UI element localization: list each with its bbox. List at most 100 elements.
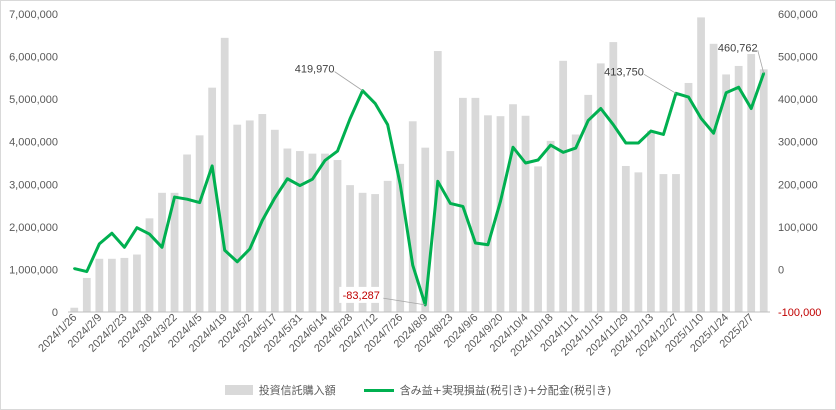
bar [120,257,129,312]
bar [107,258,116,312]
bar [647,130,655,312]
bar [521,115,530,312]
line-point [248,247,251,251]
line-point [549,143,552,147]
line-point [436,180,439,183]
bar [358,192,367,312]
line-point [574,146,577,150]
legend-label-bars: 投資信託購入額 [258,384,336,397]
bar [183,154,191,312]
bar [170,192,179,312]
bar [596,63,605,312]
bar [484,115,492,312]
line-point [123,246,126,249]
bar [258,114,267,312]
line-point [687,95,690,99]
bar [383,180,392,312]
line-point [662,133,665,136]
y-left-tick-label: 6,000,000 [9,52,58,64]
annotation-leader [334,71,363,91]
bar [346,185,354,312]
line-point [486,243,490,246]
legend-item-line: 含み益+実現損益(税引き)+分配金(税引き) [363,382,611,398]
line-point [599,107,602,110]
bar [408,121,417,312]
bar [684,82,693,312]
bar [559,60,568,312]
y-right-tick-label: 0 [778,264,784,276]
bar [734,65,743,312]
bar [634,172,643,312]
line-point [524,161,527,165]
line-point [198,201,201,204]
line-point [98,242,101,246]
legend-swatch-line [363,388,394,392]
line-point [386,123,389,126]
bar [233,124,242,312]
bar [747,54,756,313]
y-right-tick-label: 500,000 [778,52,818,64]
bar [396,163,405,312]
bar [270,129,279,312]
bar [283,148,292,312]
line-point [699,117,703,120]
line-point [110,232,114,235]
bar [195,135,204,312]
annotation-bg [339,286,384,303]
bar [672,174,680,312]
combo-chart: 0 1,000,000 2,000,000 3,000,000 4,000,000 5,0… [9,9,821,359]
line-point [73,267,76,270]
line-point [624,141,628,145]
line-point [373,102,377,105]
line-point [348,117,352,120]
bar [471,97,480,313]
line-series [73,72,766,307]
y-right-tick-label: 400,000 [778,94,818,106]
y-left-tick-label: 1,000,000 [9,264,58,276]
line-point [286,177,289,180]
bar [95,258,104,312]
annotation-label: 419,970 [295,64,335,76]
line-point [173,195,176,199]
bar [296,151,304,312]
line-point [424,303,427,307]
line-point [612,123,615,126]
line-point [536,158,540,162]
bar [208,87,217,313]
bar [371,194,380,312]
line-point [649,129,653,133]
y-left-tick-label: 0 [52,307,58,319]
y-right-tick-label: 600,000 [778,9,818,21]
line-point [399,183,402,186]
legend: 投資信託購入額 含み益+実現損益(税引き)+分配金(税引き) [0,382,836,398]
annotation-label: 413,750 [604,66,644,78]
line-point [210,164,214,168]
annotation-label: 460,762 [718,42,758,54]
bar [509,104,517,312]
bar [333,160,342,312]
line-point [323,159,327,162]
line-point [750,107,753,110]
line-point [261,219,264,222]
line-point [185,197,189,201]
annotation-leader [381,297,426,306]
bar [709,43,718,313]
bar [220,37,229,313]
line-point [135,226,139,229]
bar [70,307,79,312]
bar [321,153,329,312]
y-left-tick-label: 4,000,000 [9,137,58,149]
line-point [762,72,765,75]
bar [546,140,555,312]
bar [446,151,455,312]
y-right-tick-label: 100,000 [778,222,818,234]
line-point [236,260,239,263]
annotation-label: -83,287 [343,290,380,302]
y-left-tick-label: 3,000,000 [9,179,58,191]
y-right-tick-label: 300,000 [778,137,818,149]
bar [722,74,731,312]
bar [659,174,668,312]
bar [584,94,593,312]
line-point [298,184,302,187]
line-point [561,151,565,154]
